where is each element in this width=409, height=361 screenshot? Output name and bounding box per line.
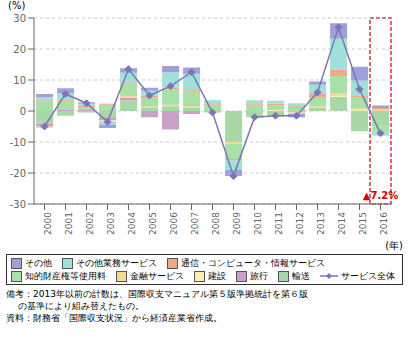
html-text:金融サービス: 金融サービス	[130, 271, 184, 281]
svg-text:2009: 2009	[232, 212, 242, 235]
svg-text:2004: 2004	[127, 212, 137, 235]
html-text:輸送: 輸送	[292, 271, 310, 281]
html-text:資料：財務省「国際収支状況」から経済産業省作成。: 資料：財務省「国際収支状況」から経済産業省作成。	[6, 313, 222, 323]
html-text:建設: 建設	[208, 271, 226, 281]
svg-text:2000: 2000	[43, 212, 53, 235]
svg-text:2013: 2013	[316, 212, 326, 235]
html-text:(年): (年)	[385, 240, 403, 251]
html-text:その他: その他	[25, 258, 52, 268]
svg-text:2008: 2008	[211, 212, 221, 235]
svg-text:2010: 2010	[253, 212, 263, 235]
svg-text:2002: 2002	[85, 212, 95, 235]
svg-text:2014: 2014	[337, 212, 347, 235]
svg-text:30: 30	[13, 13, 26, 24]
svg-text:2015: 2015	[358, 212, 368, 235]
svg-text:2011: 2011	[274, 212, 284, 235]
svg-text:20: 20	[13, 44, 26, 55]
html-text:の基準により組み替えたもの。: の基準により組み替えたもの。	[18, 301, 144, 311]
svg-text:2003: 2003	[106, 212, 116, 235]
svg-text:2005: 2005	[148, 212, 158, 235]
svg-text:0: 0	[20, 106, 26, 117]
svg-text:2006: 2006	[169, 212, 179, 235]
html-text:備考：2013年以前の計数は、国際収支マニュアル第５版準拠統: 備考：2013年以前の計数は、国際収支マニュアル第５版準拠統計を第６版	[6, 289, 308, 299]
svg-text:2001: 2001	[64, 212, 74, 235]
svg-text:2016: 2016	[379, 212, 389, 235]
html-text:旅行: 旅行	[250, 271, 268, 281]
html-text:通信・コンピュータ・情報サービス: 通信・コンピュータ・情報サービス	[181, 258, 325, 268]
svg-text:2007: 2007	[190, 212, 200, 235]
svg-text:▲7.2%: ▲7.2%	[363, 190, 398, 201]
html-text:その他業務サービス: その他業務サービス	[76, 258, 157, 268]
svg-text:10: 10	[13, 75, 26, 86]
svg-text:-20: -20	[10, 168, 26, 179]
svg-text:2012: 2012	[295, 212, 305, 235]
svg-text:-10: -10	[10, 137, 26, 148]
html-text:知的財産権等使用料: 知的財産権等使用料	[25, 271, 106, 281]
html-text:サービス全体: サービス全体	[341, 271, 395, 281]
svg-text:-30: -30	[10, 199, 26, 210]
